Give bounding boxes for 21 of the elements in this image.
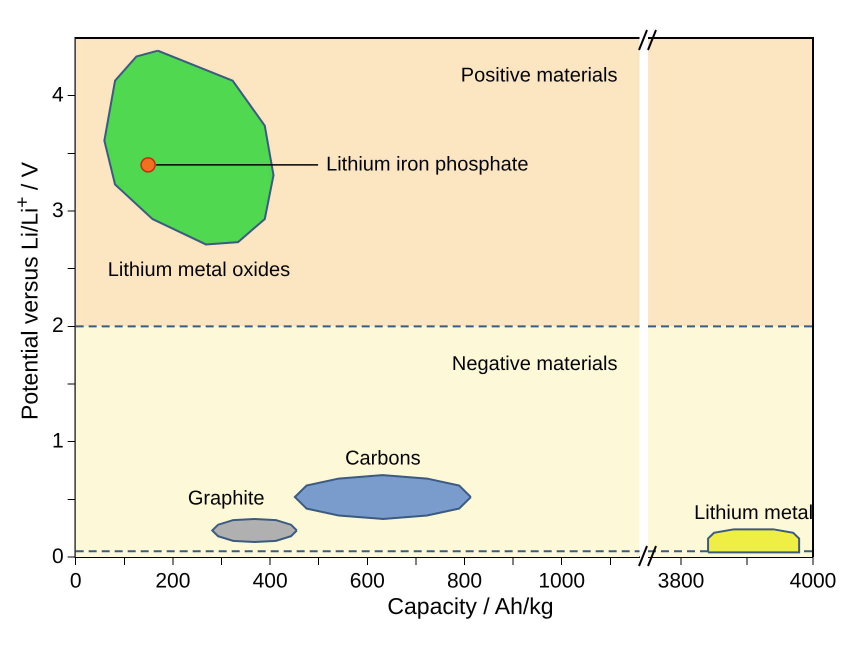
x-tick-label: 4000 <box>790 569 836 592</box>
band-label: Positive materials <box>460 64 618 87</box>
y-tick-label: 0 <box>52 544 64 568</box>
y-tick-label: 1 <box>52 429 64 452</box>
series-label: Graphite <box>188 487 265 510</box>
band-label: Negative materials <box>452 352 618 375</box>
series-label: Lithium metal oxides <box>108 258 290 281</box>
x-tick-label: 1000 <box>538 569 586 592</box>
text: Lithium iron phosphate <box>326 153 528 176</box>
y-tick-label: 3 <box>52 198 64 222</box>
x-tick-label: 0 <box>70 569 82 592</box>
x-tick-label: 800 <box>447 569 482 592</box>
series-label: Carbons <box>345 448 421 470</box>
x-tick-label: 3800 <box>658 569 704 592</box>
y-tick-label: 4 <box>52 83 64 106</box>
x-tick-label: 200 <box>155 569 190 592</box>
y-tick-label: 2 <box>52 314 64 338</box>
x-axis-title: Capacity / Ah/kg <box>386 593 555 620</box>
x-tick-label: 600 <box>350 569 385 592</box>
series-label: Lithium metal <box>694 502 814 524</box>
x-tick-label: 400 <box>252 569 288 592</box>
